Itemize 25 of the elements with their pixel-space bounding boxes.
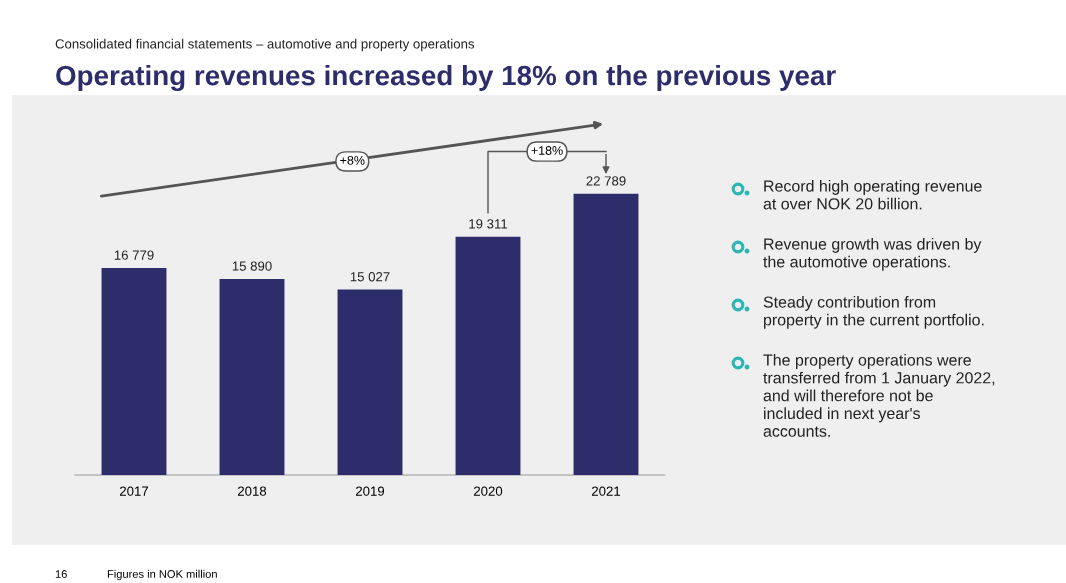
chart-subtitle: Consolidated financial statements – automotive and property operations [55, 38, 475, 52]
text: Record high operating revenue at over NOK 20 billion. [763, 180, 982, 210]
bar [219, 278, 285, 475]
x-tick-label: 2019 [355, 486, 385, 496]
text: Revenue growth was driven by the automotive operations. [763, 238, 982, 271]
x-tick-label: 2018 [237, 486, 267, 496]
data-label: 22 789 [586, 176, 626, 186]
text: +8% [340, 155, 365, 165]
data-label: 19 311 [469, 219, 508, 229]
data-label: 15 027 [350, 272, 390, 282]
text: The property operations were transferred from 1 January 2022, and will therefore not be included in next year's accounts. [763, 354, 995, 437]
text: Figures in NOK million [107, 569, 217, 581]
chart-title: Operating revenues increased by 18% on the previous year [56, 64, 836, 92]
text: +18% [531, 146, 563, 155]
bar [573, 193, 639, 475]
bar [101, 267, 167, 475]
x-tick-label: 2021 [591, 486, 621, 496]
x-tick-label: 2017 [119, 486, 149, 496]
data-label: 15 890 [232, 261, 272, 271]
bar [455, 236, 521, 475]
x-tick-label: 2020 [473, 486, 503, 496]
text: 16 [55, 570, 67, 578]
data-label: 16 779 [114, 250, 154, 260]
bar [337, 289, 403, 475]
text: Steady contribution from property in the current portfolio. [763, 296, 984, 329]
